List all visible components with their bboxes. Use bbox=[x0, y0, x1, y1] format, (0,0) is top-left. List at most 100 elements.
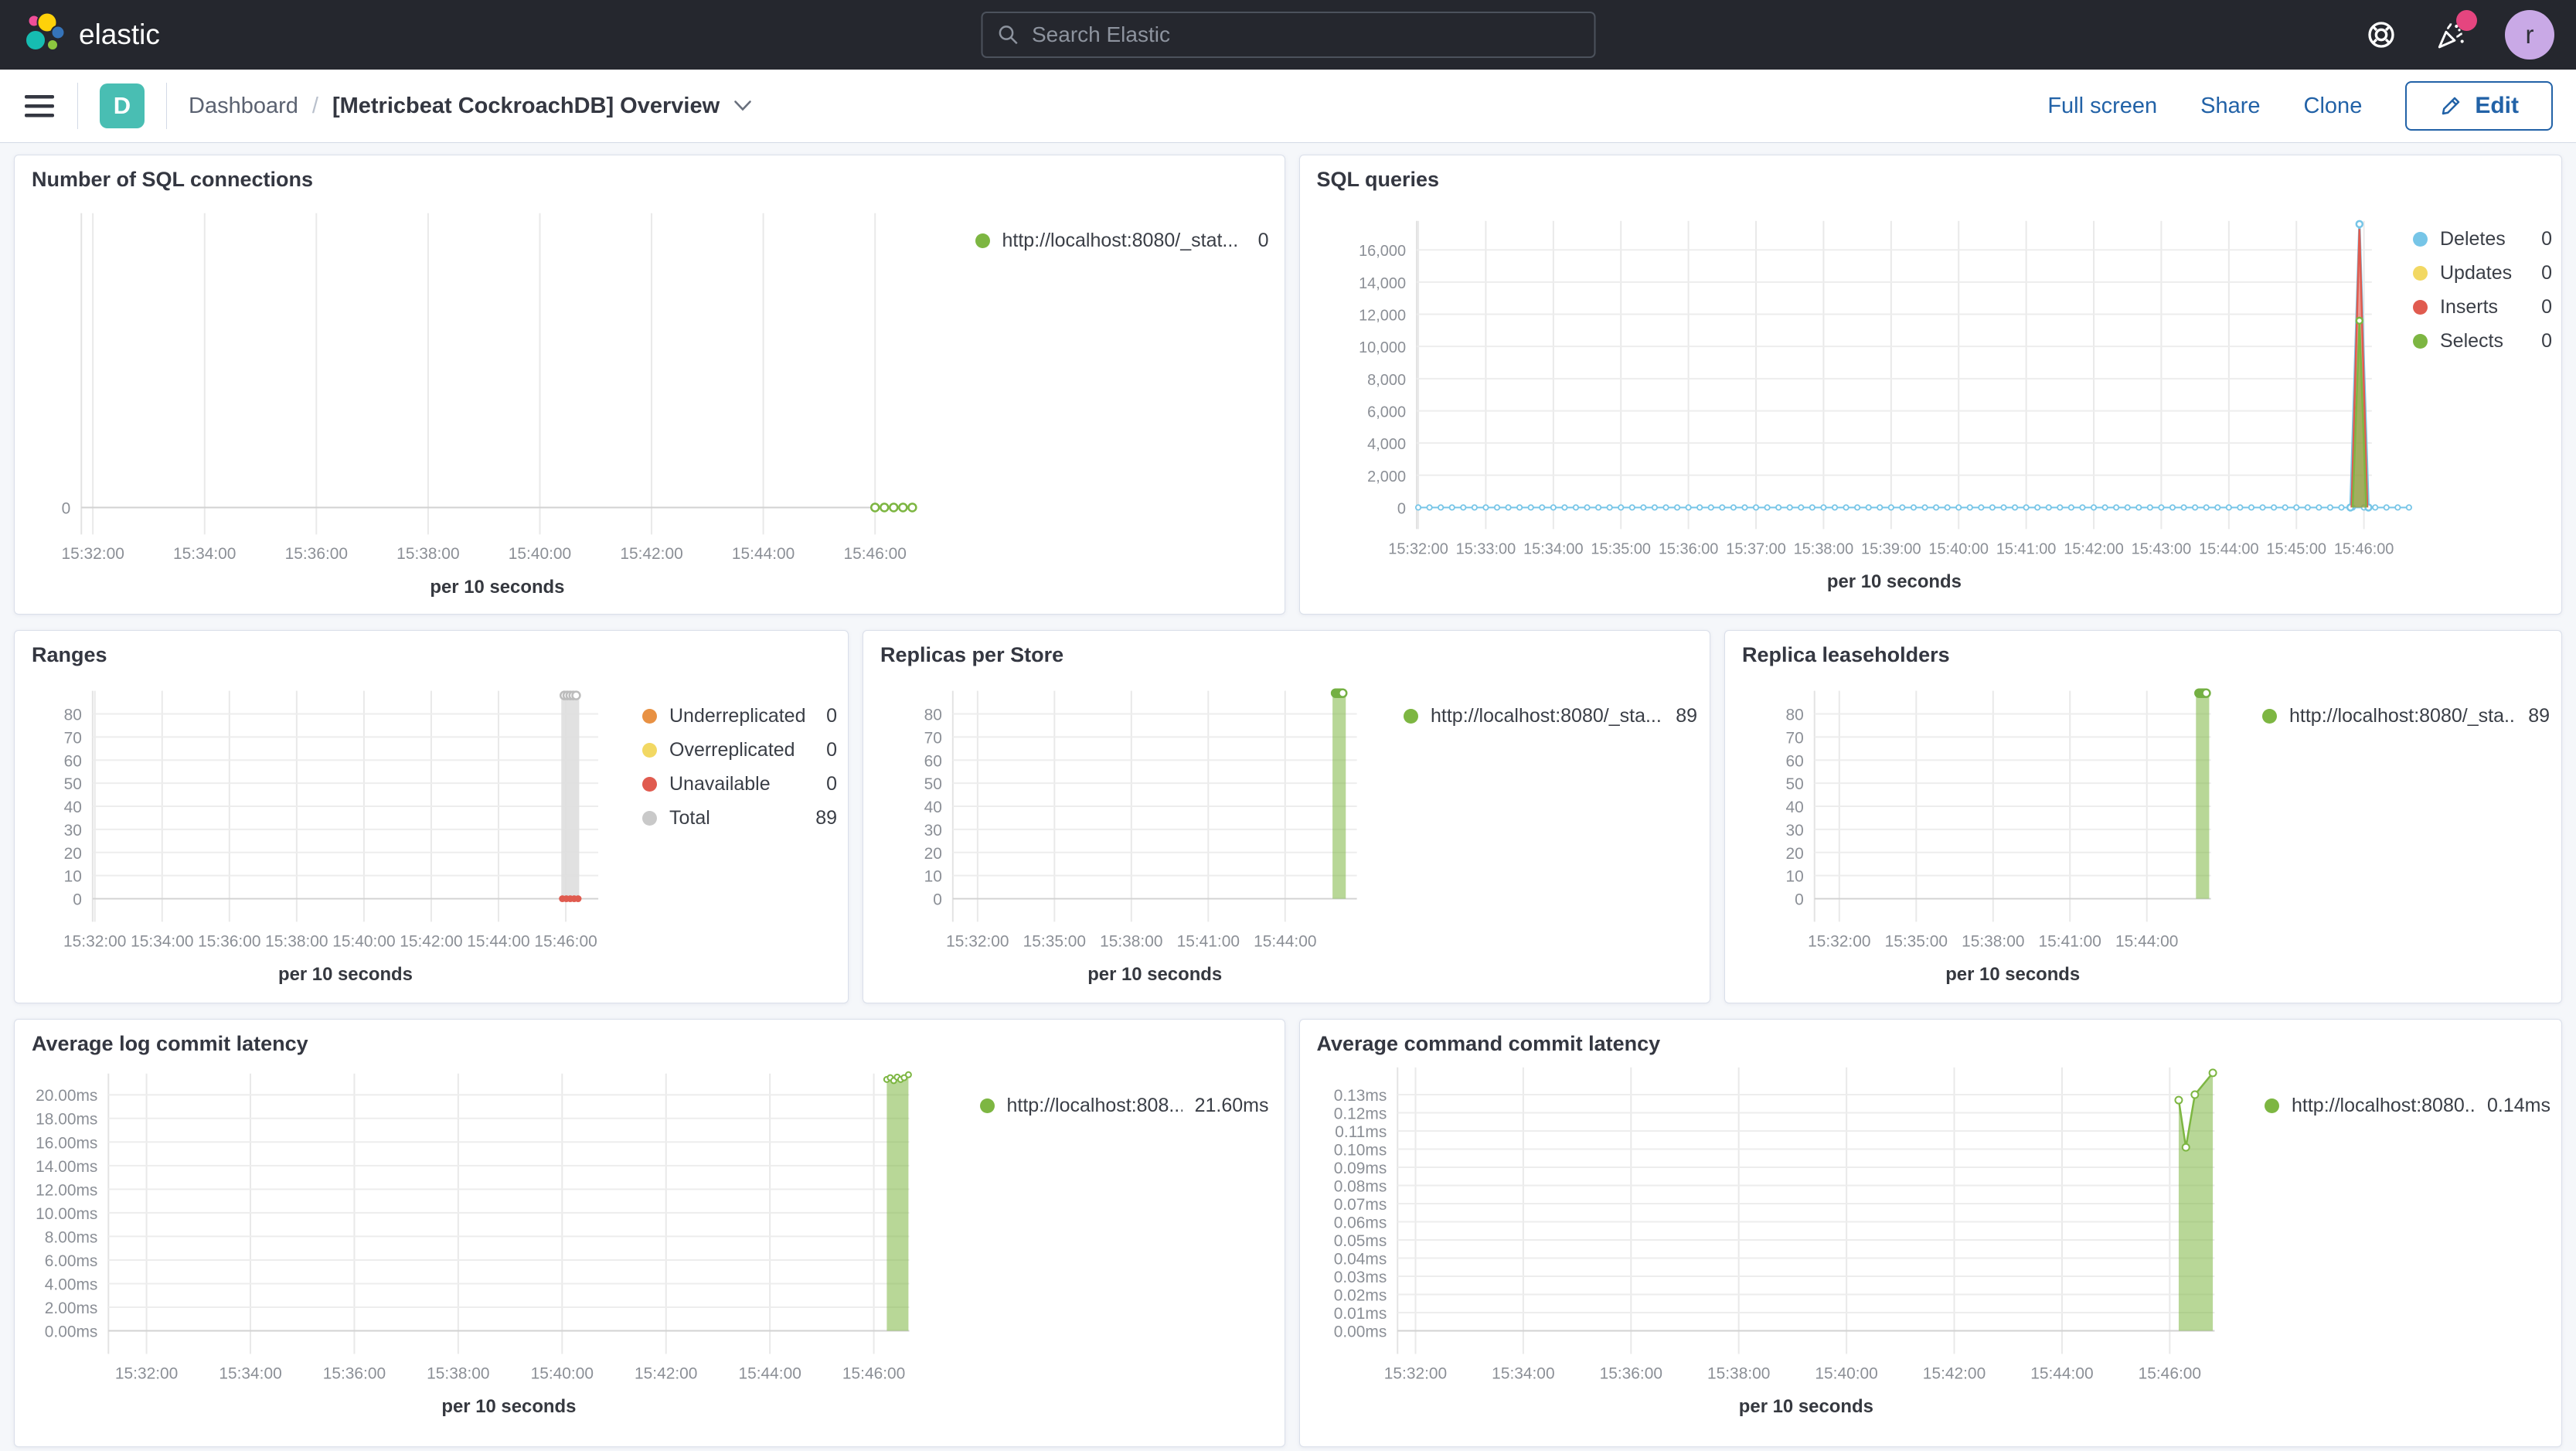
svg-text:30: 30 bbox=[64, 822, 82, 840]
panel-title: SQL queries bbox=[1316, 168, 1440, 191]
clone-button[interactable]: Clone bbox=[2303, 93, 2363, 118]
svg-text:15:46:00: 15:46:00 bbox=[842, 1364, 905, 1382]
share-button[interactable]: Share bbox=[2200, 93, 2261, 118]
svg-text:15:32:00: 15:32:00 bbox=[1808, 932, 1870, 950]
svg-text:15:34:00: 15:34:00 bbox=[1523, 540, 1584, 557]
menu-button[interactable] bbox=[23, 93, 56, 119]
news-button[interactable] bbox=[2434, 10, 2477, 52]
svg-text:15:33:00: 15:33:00 bbox=[1455, 540, 1516, 557]
legend-item[interactable]: Total 89 bbox=[642, 801, 837, 835]
legend-item[interactable]: http://localhost:8080/_sta... 89 bbox=[1404, 699, 1697, 733]
svg-text:15:44:00: 15:44:00 bbox=[467, 932, 529, 950]
edit-button[interactable]: Edit bbox=[2405, 81, 2553, 131]
svg-text:15:40:00: 15:40:00 bbox=[509, 545, 571, 563]
help-button[interactable] bbox=[2366, 19, 2397, 50]
legend-item[interactable]: http://localhost:8080/_sta... 89 bbox=[2262, 699, 2550, 733]
chart-sql-queries: 15:32:00 15:33:00 15:34:00 15:35:00 15:36:00… bbox=[1359, 220, 2412, 592]
svg-text:80: 80 bbox=[924, 707, 942, 724]
svg-text:15:44:00: 15:44:00 bbox=[2199, 540, 2259, 557]
search-input[interactable] bbox=[1032, 22, 1580, 47]
legend-item[interactable]: Underreplicated 0 bbox=[642, 699, 837, 733]
series-color-dot bbox=[2413, 231, 2428, 247]
svg-text:40: 40 bbox=[64, 799, 82, 816]
panel-replicas-per-store: Replicas per Store 15:32:00 15:35:00 15:38… bbox=[863, 630, 1710, 1003]
svg-text:15:32:00: 15:32:00 bbox=[946, 932, 1009, 950]
svg-text:15:38:00: 15:38:00 bbox=[396, 545, 459, 563]
legend-label: http://localhost:8080/_stat... bbox=[1002, 229, 1239, 251]
series-color-dot bbox=[2262, 708, 2277, 724]
panel-average-log-commit-latency: Average log commit latency 15:32:00 15:34… bbox=[14, 1019, 1285, 1447]
panel-title: Replica leaseholders bbox=[1742, 643, 1950, 666]
legend-label: Overreplicated bbox=[669, 738, 795, 761]
svg-text:15:40:00: 15:40:00 bbox=[1815, 1364, 1877, 1382]
legend-item[interactable]: http://localhost:8080... 0.14ms bbox=[2265, 1088, 2550, 1122]
svg-text:15:46:00: 15:46:00 bbox=[844, 545, 907, 563]
svg-text:15:42:00: 15:42:00 bbox=[635, 1364, 697, 1382]
breadcrumb-dashboard[interactable]: Dashboard bbox=[189, 93, 298, 118]
full-screen-button[interactable]: Full screen bbox=[2047, 93, 2158, 118]
svg-text:16.00ms: 16.00ms bbox=[36, 1134, 97, 1152]
svg-text:8,000: 8,000 bbox=[1367, 372, 1406, 389]
svg-text:15:35:00: 15:35:00 bbox=[1885, 932, 1948, 950]
chart-ranges: 15:32:00 15:34:00 15:36:00 15:38:00 15:40:00… bbox=[63, 690, 599, 985]
svg-text:10,000: 10,000 bbox=[1359, 339, 1406, 356]
series-color-dot bbox=[642, 810, 657, 826]
legend: http://localhost:8080... 0.14ms bbox=[2265, 1088, 2550, 1122]
page-title[interactable]: [Metricbeat CockroachDB] Overview bbox=[332, 94, 752, 119]
legend: http://localhost:8080/_stat... 0 bbox=[975, 223, 1269, 257]
elastic-logo[interactable]: elastic bbox=[22, 12, 160, 57]
legend-item[interactable]: http://localhost:8080/_stat... 0 bbox=[975, 223, 1269, 257]
legend-label: Updates bbox=[2440, 261, 2513, 284]
svg-text:15:38:00: 15:38:00 bbox=[1793, 540, 1853, 557]
legend-item[interactable]: Inserts 0 bbox=[2413, 290, 2552, 324]
svg-text:15:34:00: 15:34:00 bbox=[131, 932, 193, 950]
life-ring-icon bbox=[2368, 22, 2394, 48]
svg-text:0: 0 bbox=[1795, 891, 1804, 909]
legend-label: Deletes bbox=[2440, 227, 2506, 250]
svg-text:14,000: 14,000 bbox=[1359, 275, 1406, 292]
legend-item[interactable]: Overreplicated 0 bbox=[642, 733, 837, 767]
global-search[interactable] bbox=[981, 12, 1595, 58]
svg-text:6,000: 6,000 bbox=[1367, 404, 1406, 421]
legend-value: 0 bbox=[1257, 229, 1269, 251]
legend-item[interactable]: Updates 0 bbox=[2413, 256, 2552, 290]
svg-text:70: 70 bbox=[924, 729, 942, 747]
svg-text:0: 0 bbox=[933, 891, 942, 909]
elastic-logo-icon bbox=[25, 12, 66, 51]
svg-text:15:46:00: 15:46:00 bbox=[2138, 1364, 2200, 1382]
svg-text:15:36:00: 15:36:00 bbox=[198, 932, 260, 950]
svg-text:15:32:00: 15:32:00 bbox=[1388, 540, 1448, 557]
breadcrumb: Dashboard / [Metricbeat CockroachDB] Ove… bbox=[189, 94, 752, 119]
svg-text:15:42:00: 15:42:00 bbox=[2064, 540, 2124, 557]
chart-average-command-commit-latency: 15:32:00 15:34:00 15:36:00 15:38:00 15:40:00… bbox=[1333, 1067, 2217, 1417]
svg-text:14.00ms: 14.00ms bbox=[36, 1158, 97, 1176]
panel-average-command-commit-latency: Average command commit latency 15:32:00 1… bbox=[1298, 1019, 2562, 1447]
panel-title: Number of SQL connections bbox=[32, 168, 314, 191]
breadcrumb-separator: / bbox=[311, 93, 318, 118]
svg-text:15:36:00: 15:36:00 bbox=[323, 1364, 386, 1382]
avatar[interactable]: r bbox=[2505, 10, 2554, 60]
svg-text:15:44:00: 15:44:00 bbox=[2030, 1364, 2093, 1382]
svg-text:20.00ms: 20.00ms bbox=[36, 1087, 97, 1105]
svg-text:per 10 seconds: per 10 seconds bbox=[1826, 571, 1961, 592]
legend-item[interactable]: Deletes 0 bbox=[2413, 222, 2552, 256]
legend-value: 89 bbox=[815, 806, 837, 829]
legend-value: 0 bbox=[2541, 295, 2552, 318]
space-badge[interactable]: D bbox=[100, 83, 145, 128]
chart-number-of-sql-connections: 15:32:00 15:34:00 15:36:00 15:38:00 15:40:00… bbox=[61, 213, 917, 598]
legend-item[interactable]: Selects 0 bbox=[2413, 324, 2552, 358]
legend-item[interactable]: http://localhost:808... 21.60ms bbox=[979, 1088, 1269, 1122]
svg-text:30: 30 bbox=[1786, 822, 1804, 840]
svg-text:15:35:00: 15:35:00 bbox=[1023, 932, 1086, 950]
svg-text:15:34:00: 15:34:00 bbox=[219, 1364, 281, 1382]
svg-text:40: 40 bbox=[924, 799, 942, 816]
legend-label: http://localhost:8080/_sta... bbox=[1431, 704, 1662, 727]
legend-label: Unavailable bbox=[669, 772, 771, 795]
logo-text: elastic bbox=[79, 19, 160, 50]
legend-label: Selects bbox=[2440, 329, 2503, 352]
svg-text:15:38:00: 15:38:00 bbox=[427, 1364, 489, 1382]
svg-text:80: 80 bbox=[64, 707, 82, 724]
svg-text:15:35:00: 15:35:00 bbox=[1591, 540, 1651, 557]
legend-item[interactable]: Unavailable 0 bbox=[642, 767, 837, 801]
legend-value: 0 bbox=[826, 738, 837, 761]
